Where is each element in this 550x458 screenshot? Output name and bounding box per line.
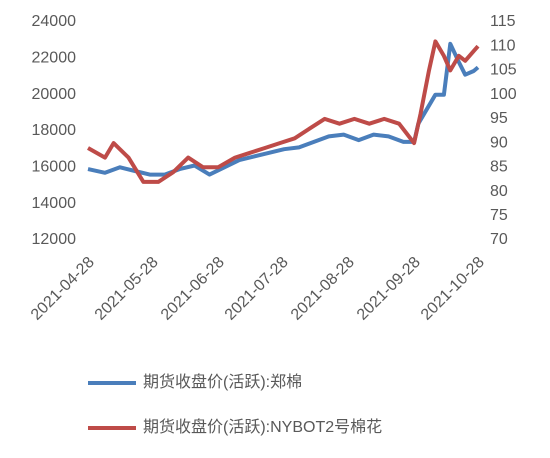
x-tick-label: 2021-05-28 — [92, 254, 162, 324]
y-tick-label: 14000 — [32, 195, 77, 212]
legend-label: 期货收盘价(活跃):郑棉 — [143, 372, 302, 391]
series-line — [87, 41, 480, 177]
y2-tick-label: 105 — [490, 62, 517, 79]
y2-tick-label: 100 — [490, 86, 517, 103]
x-tick-label: 2021-09-28 — [354, 254, 424, 324]
y-tick-label: 16000 — [32, 159, 77, 176]
y2-tick-label: 95 — [490, 110, 508, 127]
y-tick-label: 12000 — [32, 231, 77, 248]
y2-tick-label: 115 — [490, 13, 516, 30]
x-tick-label: 2021-06-28 — [158, 254, 228, 324]
y2-tick-label: 75 — [490, 207, 508, 224]
y-tick-label: 18000 — [32, 122, 77, 139]
x-tick-label: 2021-08-28 — [288, 254, 358, 324]
series-line — [87, 39, 480, 184]
y-tick-label: 22000 — [32, 50, 77, 67]
y2-tick-label: 80 — [490, 183, 508, 200]
y2-tick-label: 110 — [490, 37, 516, 54]
y2-tick-label: 70 — [490, 231, 508, 248]
x-tick-label: 2021-10-28 — [418, 254, 488, 324]
y-tick-label: 24000 — [32, 13, 77, 30]
x-tick-label: 2021-04-28 — [28, 254, 98, 324]
x-tick-label: 2021-07-28 — [222, 254, 292, 324]
y-tick-label: 20000 — [32, 86, 77, 103]
legend-label: 期货收盘价(活跃):NYBOT2号棉花 — [143, 417, 382, 436]
y2-tick-label: 85 — [490, 159, 508, 176]
y2-tick-label: 90 — [490, 134, 508, 151]
